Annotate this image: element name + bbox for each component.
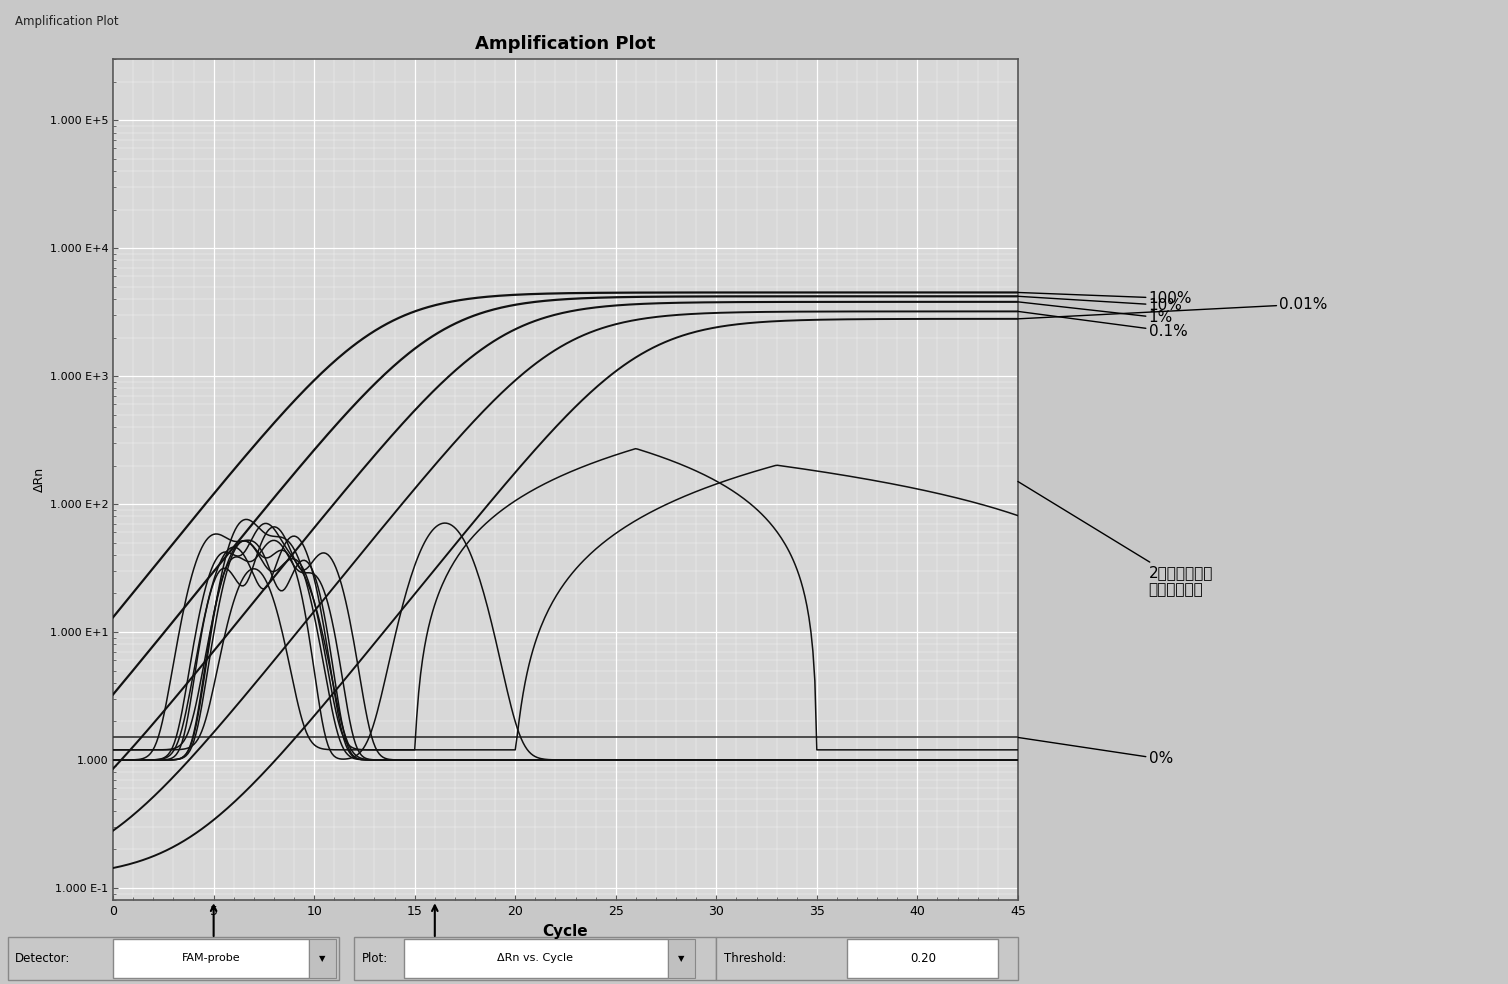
Text: 0.01%: 0.01% <box>1018 297 1327 319</box>
Title: Amplification Plot: Amplification Plot <box>475 35 656 53</box>
Bar <box>8 937 339 980</box>
Text: Detector:: Detector: <box>15 952 71 965</box>
Bar <box>113 939 309 978</box>
Bar <box>847 939 998 978</box>
Text: Amplification Plot: Amplification Plot <box>15 15 119 29</box>
Text: 0%: 0% <box>1018 737 1173 767</box>
Bar <box>716 937 1018 980</box>
Text: 1%: 1% <box>1018 302 1173 326</box>
Text: ▼: ▼ <box>320 953 326 963</box>
Text: 0.1%: 0.1% <box>1018 311 1187 338</box>
Bar <box>354 937 716 980</box>
Text: Plot:: Plot: <box>362 952 388 965</box>
Text: 10%: 10% <box>1018 296 1182 313</box>
Y-axis label: ΔRn: ΔRn <box>33 467 45 492</box>
X-axis label: Cycle: Cycle <box>543 924 588 939</box>
Text: ΔRn vs. Cycle: ΔRn vs. Cycle <box>498 953 573 963</box>
Text: 0.20: 0.20 <box>909 952 936 965</box>
Text: ▼: ▼ <box>679 953 685 963</box>
Text: 100%: 100% <box>1018 291 1193 306</box>
Text: 2批未知浓度的
芒果果汁饮料: 2批未知浓度的 芒果果汁饮料 <box>1018 481 1212 597</box>
Bar <box>309 939 336 978</box>
Bar <box>404 939 668 978</box>
Text: Threshold:: Threshold: <box>724 952 786 965</box>
Bar <box>668 939 695 978</box>
Text: FAM-probe: FAM-probe <box>182 953 240 963</box>
